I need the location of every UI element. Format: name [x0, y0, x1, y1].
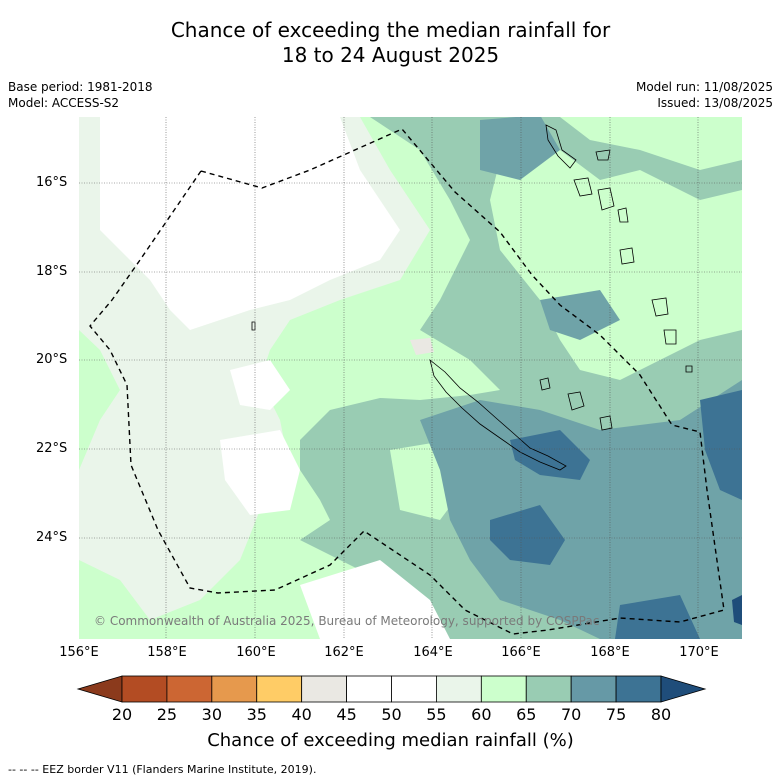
lat-label-24s: 24°S — [36, 530, 68, 545]
colorbar-band — [436, 675, 482, 703]
zone-50-55-c — [220, 430, 300, 515]
zone-50-55-d — [300, 560, 450, 639]
colorbar-high-extension — [660, 675, 707, 703]
colorbar-tick-label: 70 — [560, 705, 582, 724]
colorbar-tick-label: 60 — [471, 705, 492, 724]
lon-label-166e: 166°E — [501, 645, 541, 660]
colorbar-tick-label: 35 — [246, 705, 267, 724]
title-line-2: 18 to 24 August 2025 — [281, 43, 500, 67]
colorbar-tick-label: 30 — [201, 705, 222, 724]
loyalty-islands — [539, 377, 613, 431]
lon-label-170e: 170°E — [679, 645, 719, 660]
colorbar-band — [256, 675, 303, 703]
copyright-notice: © Commonwealth of Australia 2025, Bureau… — [94, 614, 600, 628]
model-name: Model: ACCESS-S2 — [8, 96, 120, 110]
colorbar-tick-label: 50 — [381, 705, 402, 724]
lon-label-156e: 156°E — [59, 645, 99, 660]
lat-label-20s: 20°S — [36, 352, 68, 367]
map-field — [79, 117, 742, 639]
gridlines — [79, 117, 742, 639]
meta-left: Base period: 1981-2018 Model: ACCESS-S2 — [8, 79, 153, 111]
colorbar-band — [346, 675, 392, 703]
colorbar-band — [166, 675, 213, 703]
colorbar-band — [525, 675, 572, 703]
zone-75-80-c — [700, 390, 742, 500]
lat-label-22s: 22°S — [36, 441, 68, 456]
zone-50-55-b — [230, 360, 290, 410]
colorbar-band — [121, 675, 168, 703]
lon-label-160e: 160°E — [236, 645, 276, 660]
lat-label-18s: 18°S — [36, 264, 68, 279]
colorbar-tick-label: 55 — [426, 705, 447, 724]
lon-label-168e: 168°E — [590, 645, 630, 660]
lon-label-164e: 164°E — [413, 645, 453, 660]
issued-date: Issued: 13/08/2025 — [657, 96, 773, 110]
colorbar-low-extension — [76, 675, 123, 703]
colorbar-band — [615, 675, 662, 703]
small-island-a — [685, 365, 693, 373]
zone-70-75-ne — [480, 117, 560, 180]
colorbar-title: Chance of exceeding median rainfall (%) — [207, 730, 574, 751]
vanuatu-islands — [545, 124, 677, 345]
title-line-1: Chance of exceeding the median rainfall … — [170, 18, 611, 42]
lat-label-16s: 16°S — [36, 175, 68, 190]
colorbar-band — [480, 675, 527, 703]
colorbar — [76, 675, 707, 703]
zone-75-80-d — [615, 595, 700, 639]
colorbar-band — [301, 675, 347, 703]
colorbar-tick-label: 75 — [605, 705, 627, 724]
lon-label-158e: 158°E — [147, 645, 187, 660]
zone-60-65-ne — [560, 117, 742, 170]
lon-label-162e: 162°E — [324, 645, 364, 660]
zone-45-50-a — [410, 338, 434, 355]
chart-title: Chance of exceeding the median rainfall … — [0, 18, 781, 68]
zone-80-plus — [732, 595, 742, 625]
colorbar-tick-label: 80 — [650, 705, 672, 724]
zone-50-55 — [100, 117, 400, 330]
base-period: Base period: 1981-2018 — [8, 80, 153, 94]
colorbar-tick-label: 25 — [156, 705, 178, 724]
zone-75-80-a — [510, 430, 590, 480]
colorbar-tick-label: 45 — [336, 705, 357, 724]
eez-note: -- -- -- EEZ border V11 (Flanders Marine… — [8, 763, 317, 776]
colorbar-tick-label: 65 — [516, 705, 537, 724]
zone-70-75-n — [540, 290, 620, 340]
colorbar-band — [391, 675, 437, 703]
colorbar-tick-label: 40 — [291, 705, 312, 724]
colorbar-band — [211, 675, 258, 703]
colorbar-tick-label: 20 — [111, 705, 133, 724]
model-run: Model run: 11/08/2025 — [635, 80, 773, 94]
new-caledonia-coast — [429, 358, 567, 471]
meta-right: Model run: 11/08/2025 Issued: 13/08/2025 — [636, 79, 773, 111]
zone-70-75-s — [420, 380, 742, 639]
colorbar-band — [570, 675, 617, 703]
zone-75-80-b — [490, 505, 565, 565]
